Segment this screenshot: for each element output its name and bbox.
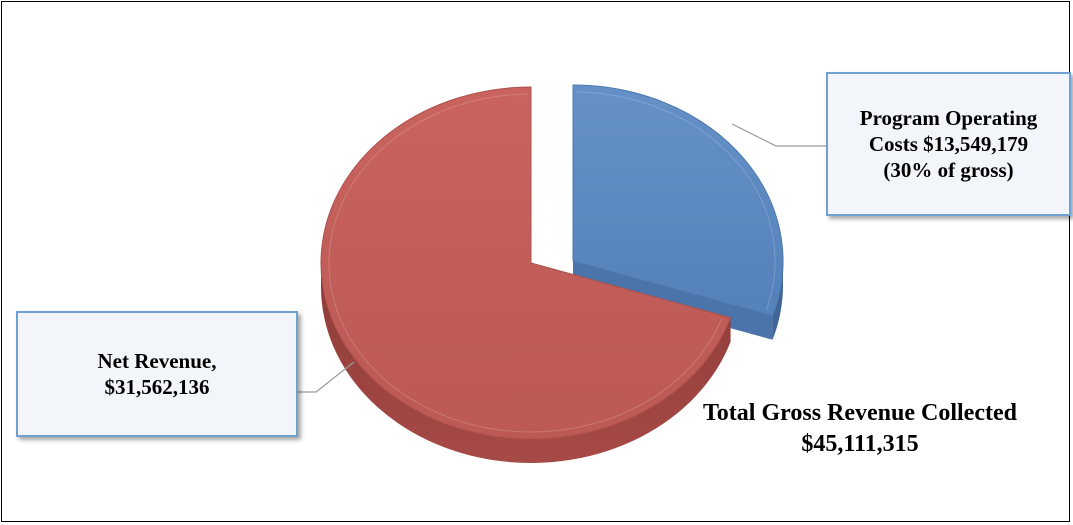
slice-rim-program-operating-costs xyxy=(577,91,776,311)
label-net-revenue: Net Revenue, $31,562,136 xyxy=(97,348,217,399)
slice-net-revenue xyxy=(320,86,732,440)
total-revenue-label: Total Gross Revenue Collected xyxy=(703,400,1017,426)
total-revenue-annotation: Total Gross Revenue Collected $45,111,31… xyxy=(650,398,1070,460)
slice-rim-net-revenue xyxy=(328,93,723,433)
callout-net-revenue: Net Revenue, $31,562,136 xyxy=(16,311,298,437)
leader-line-net-revenue xyxy=(298,361,355,393)
callout-program-operating-costs: Program Operating Costs $13,549,179 (30%… xyxy=(826,72,1071,216)
total-revenue-value: $45,111,315 xyxy=(801,431,919,458)
label-program-operating-costs: Program Operating Costs $13,549,179 (30%… xyxy=(859,105,1038,183)
leader-lines xyxy=(298,123,826,393)
pie-group xyxy=(320,84,784,464)
slice-program-operating-costs xyxy=(572,84,784,317)
leader-line-program-operating-costs xyxy=(731,123,826,147)
